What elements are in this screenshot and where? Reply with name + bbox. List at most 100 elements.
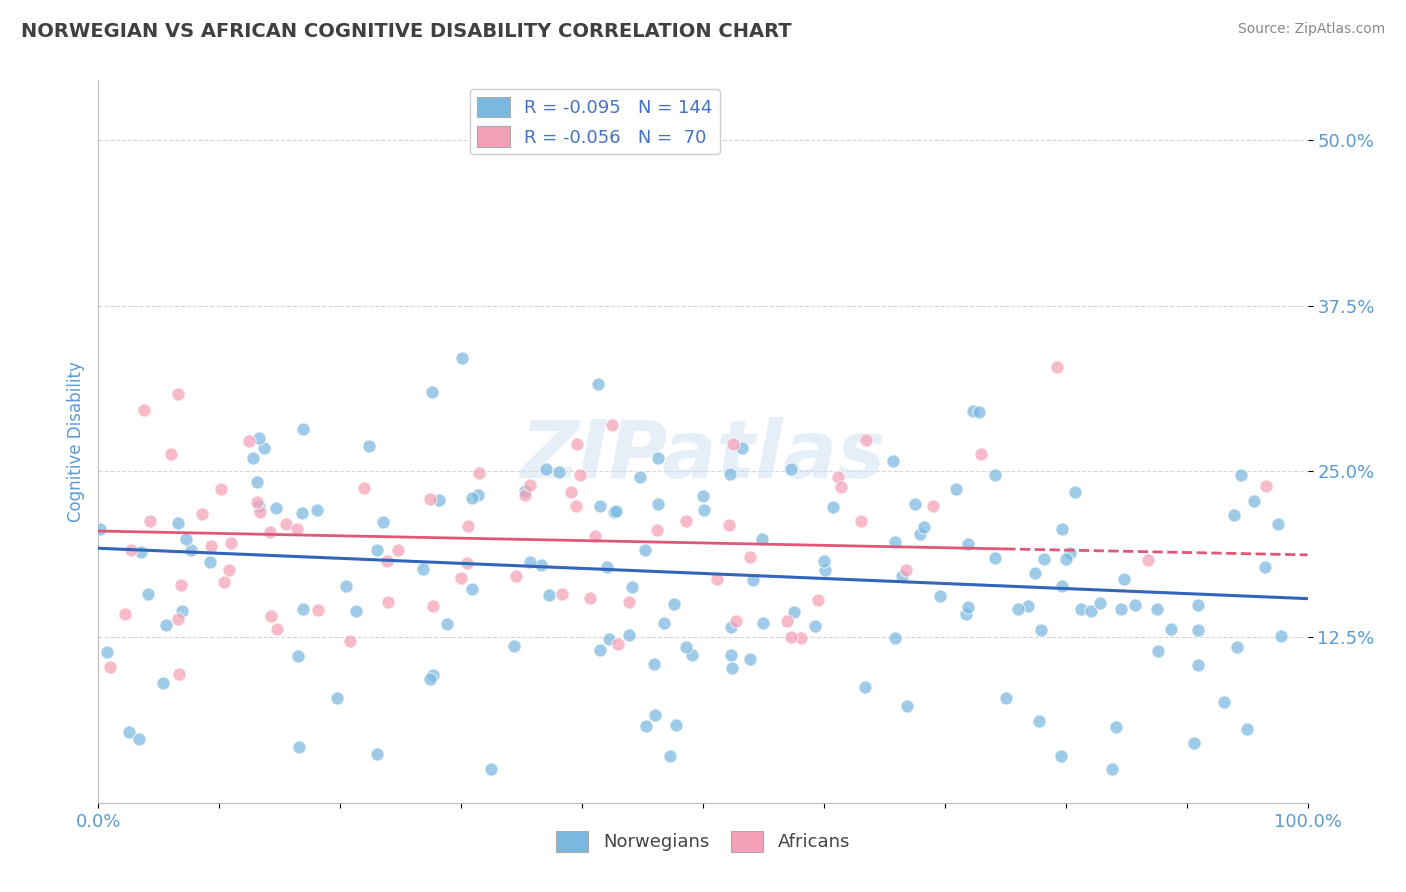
Point (994, 690, 1017, 705)
Point (1187, 598, 1209, 612)
Point (644, 707, 666, 722)
Point (693, 503, 716, 517)
Point (567, 437, 589, 451)
Point (249, 505, 271, 519)
Point (167, 516, 190, 531)
Point (502, 639, 524, 653)
Point (740, 550, 762, 565)
Point (894, 563, 917, 577)
Point (675, 514, 697, 528)
Point (1147, 644, 1170, 658)
Point (1123, 598, 1146, 612)
Point (136, 587, 159, 601)
Point (720, 620, 742, 634)
Point (813, 563, 835, 577)
Point (751, 532, 773, 546)
Point (1254, 560, 1277, 574)
Point (305, 503, 328, 517)
Point (589, 643, 612, 657)
Point (89, 522, 111, 536)
Point (249, 499, 271, 513)
Point (692, 489, 714, 503)
Text: Source: ZipAtlas.com: Source: ZipAtlas.com (1237, 22, 1385, 37)
Point (1050, 523, 1073, 537)
Point (813, 554, 835, 568)
Point (1109, 602, 1132, 616)
Point (855, 680, 877, 694)
Point (98, 660, 121, 674)
Point (419, 491, 441, 506)
Point (1070, 601, 1092, 615)
Point (652, 615, 675, 630)
Point (1146, 602, 1168, 616)
Point (1028, 714, 1050, 728)
Point (1114, 573, 1136, 587)
Point (855, 434, 877, 448)
Point (658, 749, 681, 764)
Point (662, 597, 685, 611)
Point (681, 648, 703, 662)
Point (912, 520, 935, 534)
Point (537, 588, 560, 602)
Point (1267, 517, 1289, 532)
Point (628, 470, 651, 484)
Point (617, 595, 640, 609)
Point (114, 607, 136, 621)
Point (152, 675, 174, 690)
Point (422, 668, 444, 682)
Point (274, 516, 297, 531)
Point (665, 718, 688, 732)
Point (479, 762, 502, 776)
Point (420, 384, 443, 399)
Point (450, 571, 472, 585)
Point (742, 574, 765, 588)
Point (221, 536, 243, 550)
Point (560, 485, 582, 500)
Point (467, 488, 489, 502)
Point (339, 634, 361, 648)
Point (1046, 359, 1069, 374)
Point (598, 632, 620, 646)
Point (128, 731, 150, 746)
Point (238, 434, 260, 448)
Point (212, 575, 235, 590)
Point (1050, 748, 1073, 763)
Point (167, 387, 190, 401)
Point (955, 607, 977, 622)
Point (884, 535, 907, 549)
Point (505, 569, 527, 583)
Point (945, 482, 967, 496)
Point (366, 543, 388, 558)
Point (731, 442, 754, 456)
Point (335, 579, 357, 593)
Point (586, 377, 609, 392)
Point (1101, 762, 1123, 776)
Point (209, 482, 232, 496)
Point (246, 475, 269, 490)
Point (827, 469, 849, 483)
Point (120, 542, 142, 557)
Point (721, 661, 744, 675)
Point (725, 615, 748, 629)
Point (155, 617, 177, 632)
Point (461, 582, 484, 597)
Point (647, 451, 669, 466)
Point (823, 500, 845, 515)
Point (519, 555, 541, 569)
Point (984, 551, 1007, 566)
Point (738, 652, 761, 666)
Point (1050, 579, 1073, 593)
Point (1137, 553, 1160, 567)
Point (621, 580, 644, 594)
Point (1223, 508, 1246, 522)
Point (603, 505, 626, 519)
Point (266, 501, 288, 516)
Point (1059, 546, 1081, 560)
Point (422, 599, 444, 614)
Point (159, 447, 181, 461)
Point (375, 554, 398, 568)
Point (830, 480, 852, 494)
Point (200, 539, 222, 553)
Point (134, 402, 156, 417)
Point (807, 592, 830, 607)
